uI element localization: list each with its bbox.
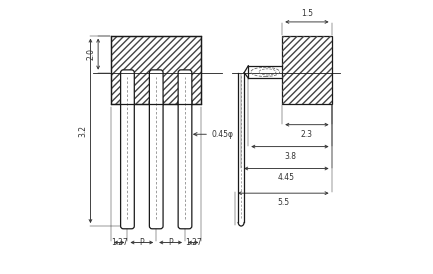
Text: 2.0: 2.0 xyxy=(87,48,95,60)
Ellipse shape xyxy=(149,95,163,110)
Text: 3.8: 3.8 xyxy=(284,152,296,161)
Text: 1.27: 1.27 xyxy=(111,238,128,247)
Bar xyxy=(282,36,332,104)
Text: 2.3: 2.3 xyxy=(301,130,313,139)
Text: 3.2: 3.2 xyxy=(79,125,88,137)
Bar xyxy=(111,36,201,104)
Ellipse shape xyxy=(120,95,134,110)
Text: 1.5: 1.5 xyxy=(301,8,313,18)
Ellipse shape xyxy=(178,95,192,110)
Bar xyxy=(282,36,332,104)
Text: P: P xyxy=(168,238,173,247)
Text: 5.5: 5.5 xyxy=(277,198,289,207)
Bar xyxy=(111,36,201,104)
Text: P: P xyxy=(139,238,144,247)
FancyBboxPatch shape xyxy=(178,70,192,229)
FancyBboxPatch shape xyxy=(149,70,163,229)
FancyBboxPatch shape xyxy=(121,70,134,229)
Text: 1.27: 1.27 xyxy=(185,238,202,247)
Text: 0.45φ: 0.45φ xyxy=(211,130,233,139)
Text: 4.45: 4.45 xyxy=(278,173,295,182)
